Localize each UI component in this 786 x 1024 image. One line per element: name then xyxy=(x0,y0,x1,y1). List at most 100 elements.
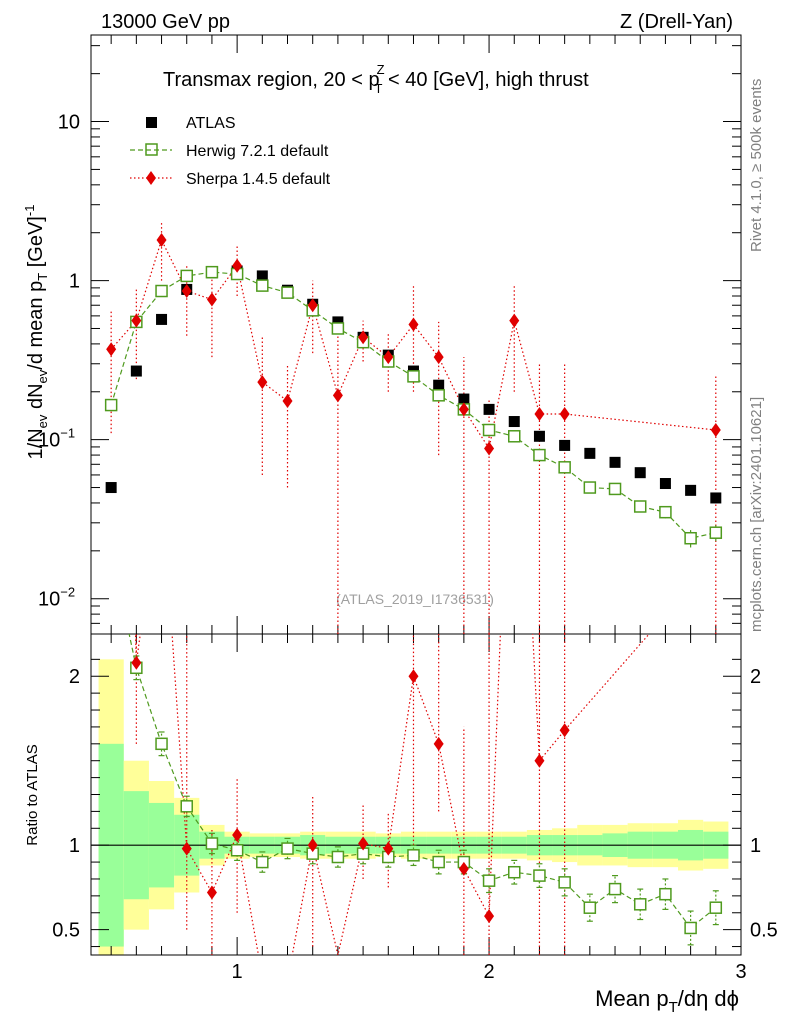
x-tick-label: 1 xyxy=(232,961,243,983)
collision-label: 13000 GeV pp xyxy=(101,11,230,33)
sherpa-ratio-point xyxy=(131,655,142,670)
legend-label-herwig: Herwig 7.2.1 default xyxy=(186,143,329,160)
herwig-data-point xyxy=(709,526,723,539)
plot-title: Transmax region, 20 < pZ T < 40 [GeV], hi… xyxy=(163,62,589,96)
sherpa-data-point xyxy=(106,342,117,357)
sherpa-data-point xyxy=(307,298,318,313)
sherpa-ratio-point xyxy=(358,836,369,851)
legend-label-atlas: ATLAS xyxy=(186,115,236,132)
atlas-data-point xyxy=(433,379,445,391)
sherpa-ratio-line xyxy=(134,634,650,955)
sherpa-data-point xyxy=(206,292,217,307)
sherpa-data-point xyxy=(710,423,721,438)
main-y-tick-label: 10−1 xyxy=(38,426,75,452)
herwig-data-point xyxy=(659,505,672,519)
sherpa-data-point xyxy=(484,441,495,456)
sherpa-ratio-point xyxy=(232,828,243,843)
atlas-data-point xyxy=(483,403,495,415)
sherpa-data-point xyxy=(458,402,469,417)
ratio-y-tick-label-left: 2 xyxy=(69,666,80,688)
herwig-ratio-line xyxy=(128,634,717,929)
ratio-y-axis-ticks: 0.5 0.5 1 1 2 2 xyxy=(52,658,778,948)
atlas-data-point xyxy=(256,270,268,282)
analysis-watermark: (ATLAS_2019_I1736531) xyxy=(336,591,494,607)
atlas-data-point xyxy=(609,456,621,468)
herwig-data-point xyxy=(205,265,219,279)
sherpa-data-point xyxy=(156,232,167,247)
herwig-data-point xyxy=(155,284,168,298)
x-tick-label: 2 xyxy=(483,961,494,983)
ratio-y-axis-label: Ratio to ATLAS xyxy=(24,744,41,845)
herwig-ratio-point xyxy=(281,842,294,855)
sherpa-data-point xyxy=(332,388,343,403)
ratio-uncertainty-bands xyxy=(91,659,741,955)
herwig-data-point xyxy=(331,322,345,335)
sherpa-data-point xyxy=(181,284,192,299)
herwig-ratio-point xyxy=(709,901,723,914)
herwig-data-point xyxy=(432,389,445,402)
sherpa-data-point xyxy=(509,313,520,328)
herwig-data-point xyxy=(482,423,496,437)
sherpa-data-point xyxy=(433,350,444,365)
herwig-data-point xyxy=(684,531,697,545)
main-y-tick-label: 1 xyxy=(69,271,80,293)
herwig-data-point xyxy=(508,430,521,443)
main-y-tick-label: 10 xyxy=(58,112,80,134)
atlas-data-point xyxy=(105,482,117,494)
legend: ATLAS Herwig 7.2.1 default Sherpa 1.4.5 … xyxy=(130,115,331,188)
herwig-data-point xyxy=(533,448,546,462)
sherpa-ratio-point xyxy=(458,861,469,876)
sherpa-data-point xyxy=(358,330,369,345)
ratio-y-tick-label-left: 0.5 xyxy=(52,920,80,942)
herwig-data-point xyxy=(558,461,571,474)
sherpa-ratio-point xyxy=(307,838,318,853)
atlas-data-point xyxy=(659,478,671,490)
herwig-ratio-point xyxy=(533,869,546,882)
herwig-ratio-point xyxy=(432,855,445,869)
herwig-data-point xyxy=(407,370,420,383)
sherpa-data-point xyxy=(282,393,293,408)
herwig-ratio-point xyxy=(659,887,672,901)
sherpa-ratio-point xyxy=(383,841,394,856)
sherpa-ratio-point xyxy=(181,841,192,856)
herwig-ratio-point xyxy=(608,882,622,896)
main-y-axis-ticks: 10 1 10−1 10−2 xyxy=(38,45,741,635)
sherpa-data-point xyxy=(559,406,570,421)
sherpa-ratio-point xyxy=(534,753,545,768)
ratio-y-tick-label-right: 2 xyxy=(750,666,761,688)
x-tick-label: 3 xyxy=(735,961,746,983)
legend-label-sherpa: Sherpa 1.4.5 default xyxy=(186,171,331,188)
herwig-ratio-point xyxy=(331,850,345,864)
main-y-axis-label: 1/Nev dNev/d mean pT [GeV]-1 xyxy=(22,205,50,460)
atlas-data-point xyxy=(508,416,520,428)
rivet-version-label: Rivet 4.1.0, ≥ 500k events xyxy=(748,79,765,252)
ratio-y-tick-label-right: 1 xyxy=(750,835,761,857)
ratio-y-tick-label-right: 0.5 xyxy=(750,920,778,942)
atlas-data-point xyxy=(458,393,470,405)
herwig-ratio-point xyxy=(558,876,571,889)
herwig-line xyxy=(110,271,716,539)
herwig-ratio-point xyxy=(180,800,193,813)
sherpa-ratio-point xyxy=(559,723,570,738)
sherpa-ratio-point xyxy=(206,885,217,900)
sherpa-data-point xyxy=(232,258,243,273)
sherpa-data-point xyxy=(534,406,545,421)
sherpa-line xyxy=(110,238,716,451)
herwig-ratio-point xyxy=(407,849,420,862)
process-label: Z (Drell-Yan) xyxy=(620,11,733,33)
atlas-data-point xyxy=(559,439,571,451)
atlas-data-point xyxy=(156,313,168,325)
herwig-data-point xyxy=(633,500,647,513)
herwig-ratio-point xyxy=(256,855,269,869)
atlas-data-point xyxy=(634,467,646,479)
sherpa-ratio-point xyxy=(433,736,444,751)
ratio-plot-data xyxy=(128,634,723,955)
sherpa-data-point xyxy=(131,313,142,328)
ratio-y-tick-label-left: 1 xyxy=(69,835,80,857)
herwig-data-point xyxy=(608,482,622,496)
herwig-data-point xyxy=(256,279,269,292)
herwig-ratio-point xyxy=(482,874,496,887)
herwig-ratio-point xyxy=(508,865,521,879)
herwig-ratio-point xyxy=(583,901,597,914)
